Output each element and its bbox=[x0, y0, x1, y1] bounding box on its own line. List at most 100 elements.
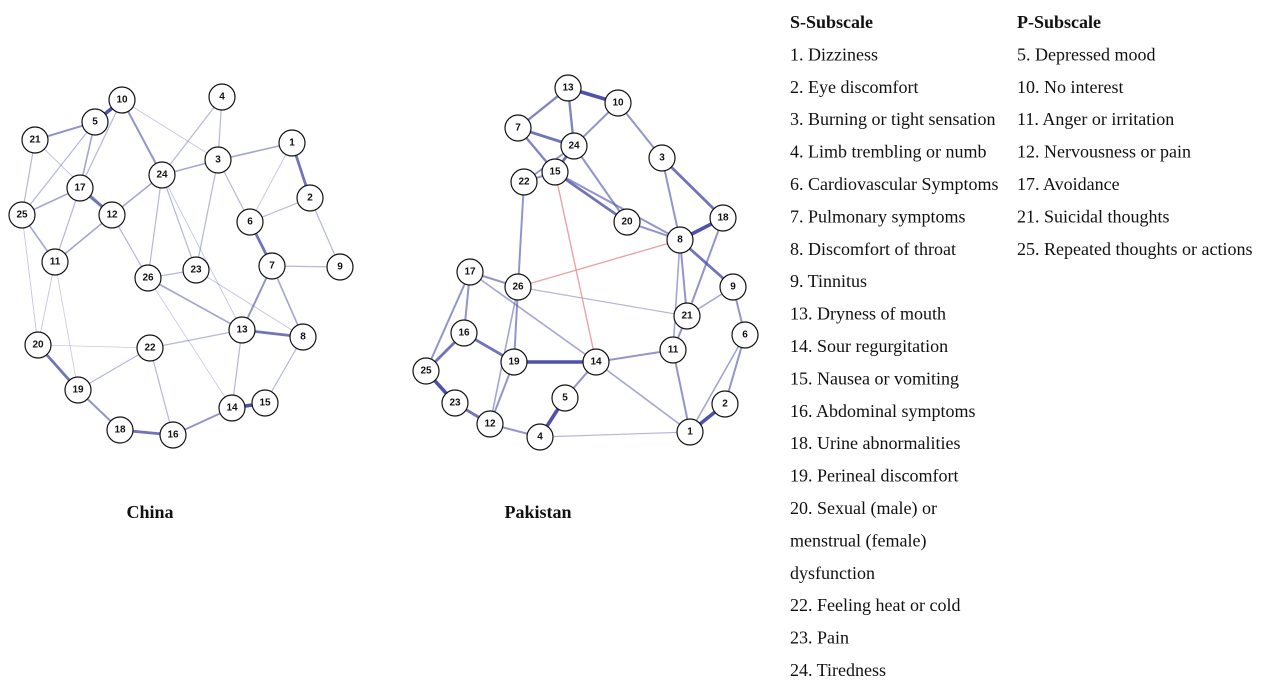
node bbox=[476, 410, 504, 438]
legend-item: 4. Limb trembling or numb bbox=[790, 142, 986, 162]
edge bbox=[425, 271, 471, 372]
legend-item: 2. Eye discomfort bbox=[790, 77, 918, 97]
legend-item: 16. Abdominal symptoms bbox=[790, 401, 976, 421]
node-label: 7 bbox=[515, 123, 521, 134]
edge bbox=[21, 214, 39, 346]
node bbox=[134, 264, 162, 292]
legend-item: 14. Sour regurgitation bbox=[790, 336, 948, 356]
legend-item: menstrual (female) bbox=[790, 530, 926, 551]
edge bbox=[161, 174, 197, 271]
node bbox=[236, 208, 264, 236]
edge bbox=[54, 261, 79, 391]
edge bbox=[517, 286, 688, 317]
node bbox=[98, 201, 126, 229]
legend-item: 17. Avoidance bbox=[1017, 174, 1120, 194]
legend-item: 1. Dizziness bbox=[790, 44, 878, 64]
node-label: 14 bbox=[590, 357, 602, 368]
node-label: 20 bbox=[621, 217, 633, 228]
node-label: 17 bbox=[74, 183, 86, 194]
node-label: 9 bbox=[337, 262, 343, 273]
edge bbox=[147, 174, 163, 279]
node bbox=[204, 146, 232, 174]
node-label: 26 bbox=[142, 273, 154, 284]
node bbox=[551, 384, 579, 412]
node bbox=[66, 174, 94, 202]
node-label: 20 bbox=[32, 340, 44, 351]
node-label: 9 bbox=[730, 282, 736, 293]
node bbox=[228, 316, 256, 344]
node-label: 2 bbox=[722, 399, 728, 410]
node bbox=[510, 168, 538, 196]
edge bbox=[121, 99, 163, 176]
edge bbox=[469, 271, 597, 363]
edge bbox=[554, 171, 597, 363]
node-label: 11 bbox=[50, 257, 61, 268]
node bbox=[604, 89, 632, 117]
node bbox=[450, 319, 478, 347]
legend-item: 20. Sexual (male) or bbox=[790, 498, 937, 519]
node-label: 16 bbox=[167, 430, 179, 441]
node bbox=[659, 336, 687, 364]
edge bbox=[121, 99, 219, 161]
legend-item: 19. Perineal discomfort bbox=[790, 466, 958, 486]
legend-item: 3. Burning or tight sensation bbox=[790, 109, 996, 129]
node-label: 15 bbox=[549, 167, 561, 178]
node-label: 5 bbox=[562, 393, 568, 404]
node bbox=[24, 331, 52, 359]
legend-item: 7. Pulmonary symptoms bbox=[790, 206, 966, 226]
node bbox=[148, 161, 176, 189]
edge bbox=[249, 142, 293, 223]
node-label: 2 bbox=[307, 193, 313, 204]
node-label: 23 bbox=[190, 265, 202, 276]
node-label: 13 bbox=[236, 325, 248, 336]
node-label: 13 bbox=[562, 83, 574, 94]
node bbox=[64, 376, 92, 404]
node bbox=[711, 390, 739, 418]
edges bbox=[21, 86, 746, 439]
node bbox=[8, 201, 36, 229]
legend-item: 9. Tinnitus bbox=[790, 271, 867, 291]
node bbox=[719, 273, 747, 301]
node bbox=[541, 158, 569, 186]
legend-item: 21. Suicidal thoughts bbox=[1017, 206, 1170, 226]
node-label: 24 bbox=[568, 141, 580, 152]
node-label: 22 bbox=[518, 177, 530, 188]
edge bbox=[517, 239, 681, 288]
node-label: 15 bbox=[259, 398, 271, 409]
node-label: 1 bbox=[687, 427, 693, 438]
node bbox=[456, 258, 484, 286]
edge bbox=[149, 347, 174, 436]
node-label: 17 bbox=[464, 267, 476, 278]
legend-item: 22. Feeling heat or cold bbox=[790, 595, 960, 615]
node bbox=[504, 114, 532, 142]
node bbox=[182, 256, 210, 284]
node-label: 12 bbox=[106, 210, 118, 221]
node bbox=[560, 132, 588, 160]
node-label: 10 bbox=[116, 95, 128, 106]
node bbox=[526, 423, 554, 451]
edge bbox=[672, 349, 691, 433]
edge bbox=[573, 145, 628, 223]
node-label: 14 bbox=[226, 403, 238, 414]
subscale-title: S-Subscale bbox=[790, 12, 873, 32]
subscale-title: P-Subscale bbox=[1017, 12, 1101, 32]
node-label: 12 bbox=[484, 419, 496, 430]
node bbox=[731, 321, 759, 349]
network-caption: Pakistan bbox=[504, 502, 571, 522]
node bbox=[504, 273, 532, 301]
node bbox=[582, 348, 610, 376]
edge bbox=[161, 174, 243, 331]
edge bbox=[595, 361, 691, 433]
node-label: 6 bbox=[742, 330, 748, 341]
edge bbox=[37, 344, 151, 349]
node-label: 5 bbox=[92, 117, 98, 128]
node bbox=[218, 394, 246, 422]
legend-item: 25. Repeated thoughts or actions bbox=[1017, 239, 1252, 259]
edge bbox=[689, 334, 746, 433]
node-label: 3 bbox=[659, 153, 665, 164]
legend-item: 15. Nausea or vomiting bbox=[790, 368, 959, 388]
node bbox=[326, 253, 354, 281]
legend-item: 8. Discomfort of throat bbox=[790, 239, 956, 259]
